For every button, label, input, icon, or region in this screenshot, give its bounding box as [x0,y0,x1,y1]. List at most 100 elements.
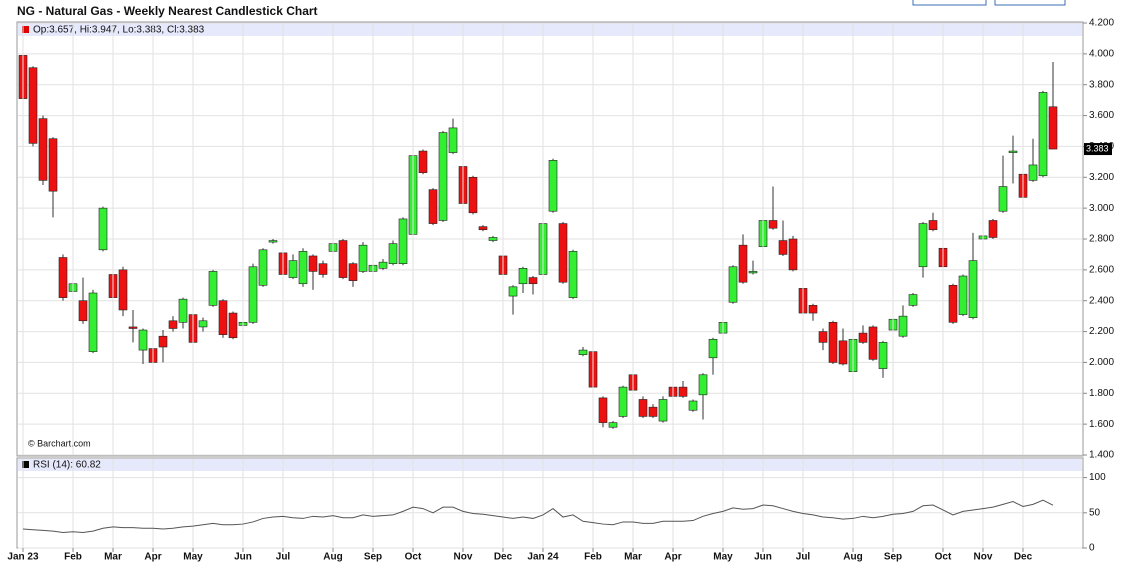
price-tag [1084,143,1112,156]
x-tick-label: Jan 24 [527,552,559,563]
candle-body [568,251,578,298]
candle-body [78,300,88,322]
toolbar-button[interactable] [912,0,987,6]
candle-body [308,255,318,272]
candle-body [248,266,258,323]
candle-body [778,240,788,255]
candle-body [298,251,308,285]
candle-body [818,331,828,343]
legend-swatch [22,26,29,33]
y-tick-label: 100 [1089,472,1106,483]
y-tick-label: 3.800 [1089,79,1114,90]
candle-body [448,127,458,153]
x-tick-label: May [183,552,203,563]
candle-body [688,400,698,411]
x-tick-label: Nov [974,552,993,563]
y-tick-label: 2.000 [1089,357,1114,368]
candle-body [578,349,588,356]
candle-body [788,238,798,271]
candle-body [388,243,398,264]
y-tick-label: 1.800 [1089,388,1114,399]
candle-body [518,268,528,285]
x-tick-label: Jul [276,552,291,563]
candle-body [268,240,278,243]
candle-body [708,338,718,359]
candle-body [828,322,838,363]
x-tick-label: Oct [405,552,422,563]
candle-body [508,286,518,297]
x-tick-label: Apr [664,552,681,563]
toolbar-button[interactable] [994,0,1066,6]
y-tick-label: 1.600 [1089,419,1114,430]
y-tick-label: 3.600 [1089,110,1114,121]
price-tag-label: 3.383 [1086,143,1109,153]
candle-body [218,300,228,335]
rsi-line [22,499,1054,534]
candle-body [48,138,58,192]
candle-body [258,249,268,286]
candle-body [428,189,438,224]
candle-body [178,298,188,323]
rsi-panel [16,457,1084,549]
candle-body [438,132,448,221]
candle-body [958,275,968,315]
candle-body [58,257,68,298]
y-tick-label: 2.800 [1089,234,1114,245]
x-tick-label: Oct [935,552,952,563]
x-tick-label: Jul [796,552,811,563]
candle-body [338,240,348,278]
candle-body [208,271,218,306]
x-tick-label: Mar [104,552,122,563]
x-tick-label: May [713,552,733,563]
x-tick-label: Jun [754,552,772,563]
candle-body [928,220,938,231]
x-tick-label: Sep [364,552,382,563]
candle-body [478,226,488,231]
candle-body [288,260,298,278]
candle-body [658,399,668,422]
candle-body [28,67,38,144]
candle-body [318,263,328,275]
candle-body [908,294,918,306]
x-tick-label: Aug [323,552,342,563]
y-tick-label: 3.000 [1089,203,1114,214]
marks: 1.400 1.600 1.800 2.000 2.200 2.400 2.600 2.800… [7,18,1114,563]
candle-body [528,277,538,285]
y-tick-label: 4.000 [1089,48,1114,59]
candle-body [488,237,498,241]
candle-body [598,397,608,423]
candle-body [418,150,428,173]
candle-body [878,342,888,369]
x-tick-label: Jan 23 [7,552,39,563]
y-tick-label: 1.400 [1089,450,1114,461]
candle-body [558,223,568,283]
candle-body [948,284,958,323]
x-tick-label: Feb [584,552,602,563]
candle-body [138,329,148,351]
candle-body [968,260,978,318]
y-tick-label: 4.200 [1089,18,1114,29]
y-tick-label: 2.600 [1089,264,1114,275]
candle-body [1008,150,1018,153]
candle-body [898,315,908,337]
rsi-label: RSI (14): 60.82 [33,460,101,471]
candle-body [548,160,558,212]
x-tick-label: Feb [64,552,82,563]
candle-body [808,305,818,314]
candle-body [918,223,928,268]
candle-body [38,118,48,181]
candle-body [858,332,868,343]
candle-body [1048,106,1058,150]
x-tick-label: Dec [494,552,513,563]
candle-body [398,218,408,264]
x-tick-label: Aug [843,552,862,563]
x-tick-label: Mar [624,552,642,563]
y-tick-label: 0 [1089,543,1095,554]
candle-body [158,335,168,348]
legend-band [18,23,1082,36]
candle-body [128,326,138,329]
y-tick-label: 50 [1089,507,1101,518]
candle-body [1038,92,1048,177]
y-tick-label: 3.200 [1089,172,1114,183]
